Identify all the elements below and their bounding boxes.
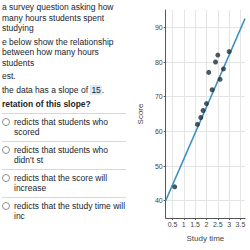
svg-text:3.5: 3.5: [236, 221, 246, 228]
html-text:redicts that students who scor: redicts that students who scored: [14, 116, 108, 137]
html-text:redicts that the score will in: redicts that the score will increase: [14, 172, 108, 193]
html-text:a survey question asking how m: a survey question asking how many hours …: [2, 2, 114, 33]
svg-text:3: 3: [227, 221, 231, 228]
html-text:the data has a slope of 15.: the data has a slope of 15.: [2, 84, 105, 95]
html-text:redicts that students who didn: redicts that students who didn't st: [14, 144, 108, 165]
svg-text:Score: Score: [136, 103, 145, 124]
svg-text:50: 50: [155, 163, 163, 170]
svg-text:Study time: Study time: [186, 234, 224, 243]
html-text:est.: est.: [2, 71, 16, 81]
svg-text:80: 80: [155, 59, 163, 66]
html-text:redicts that the study time wi: redicts that the study time will inc: [14, 200, 125, 221]
svg-text:40: 40: [155, 197, 163, 204]
svg-text:2.5: 2.5: [213, 221, 223, 228]
html-text:e below show the relationship: e below show the relationship between ho…: [2, 36, 114, 68]
svg-text:1.5: 1.5: [190, 221, 200, 228]
svg-text:2: 2: [205, 221, 209, 228]
html-text:retation of this slope?: retation of this slope?: [2, 99, 91, 109]
svg-text:1: 1: [182, 221, 186, 228]
svg-text:60: 60: [155, 128, 163, 135]
svg-text:90: 90: [155, 24, 163, 31]
svg-text:70: 70: [155, 93, 163, 100]
svg-text:0.5: 0.5: [168, 221, 178, 228]
